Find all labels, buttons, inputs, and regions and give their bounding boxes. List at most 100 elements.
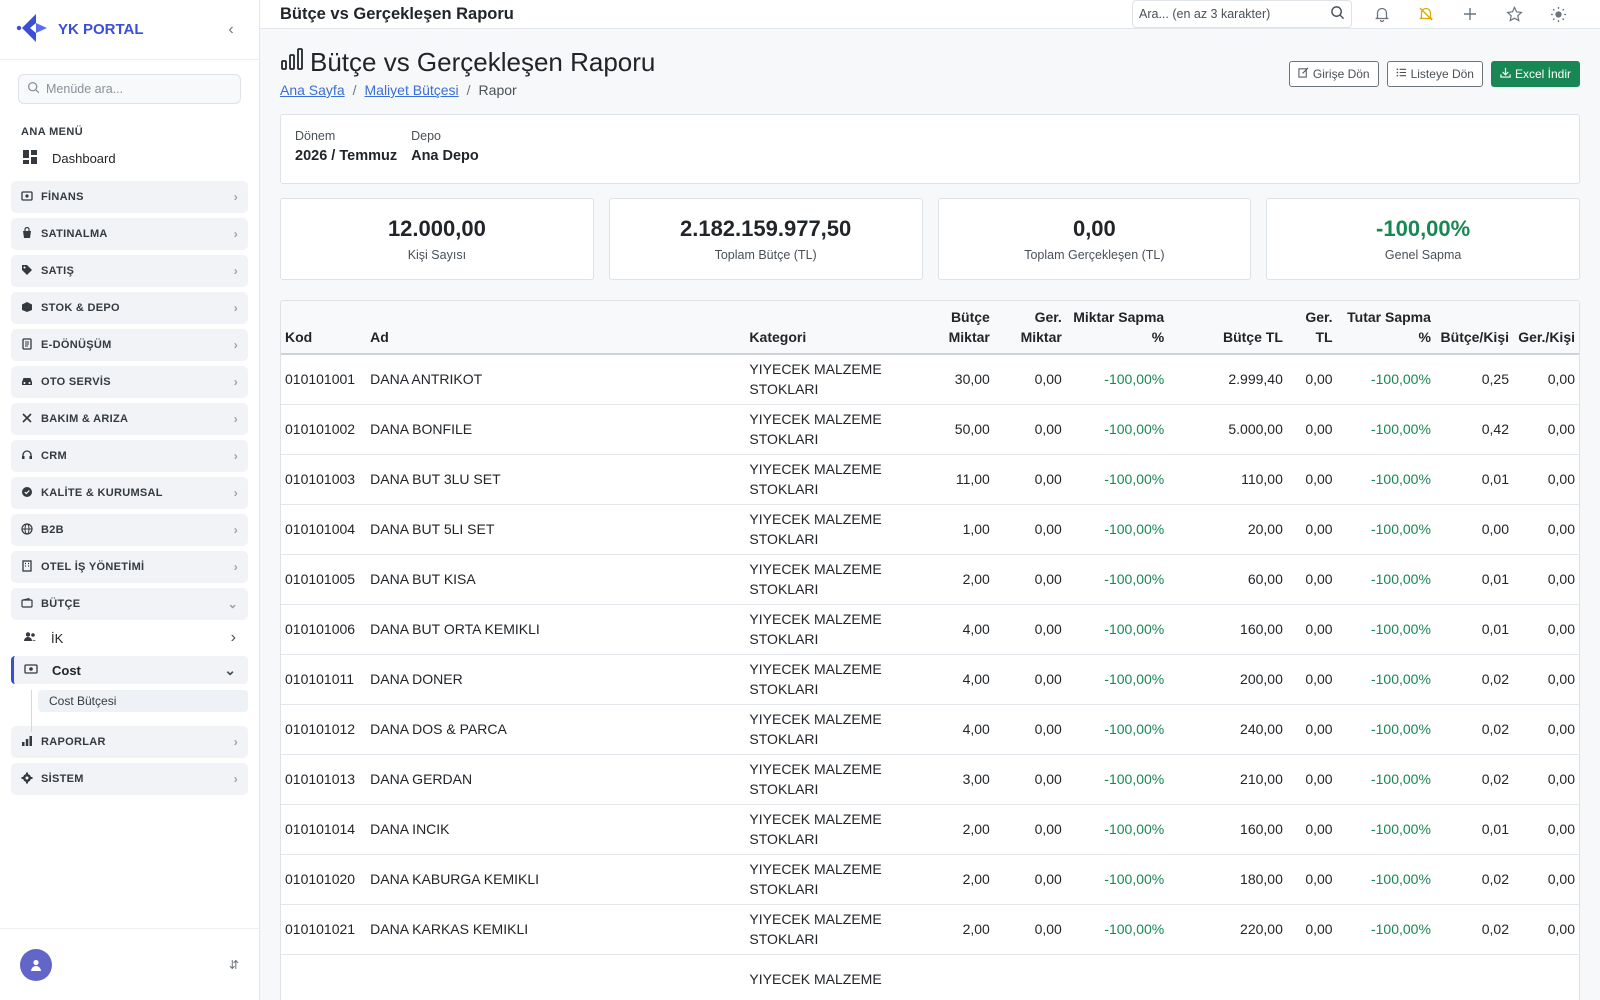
column-header-kod[interactable]: Kod [281, 301, 367, 355]
breadcrumb-current: Rapor [478, 82, 517, 98]
column-header-ger-kisi[interactable]: Ger./Kişi [1513, 301, 1579, 355]
sidebar-group-raporlar[interactable]: RAPORLAR › [11, 726, 248, 758]
sidebar-group-sistem[interactable]: SİSTEM › [11, 763, 248, 795]
cell-kategori: YIYECEK MALZEME STOKLARI [745, 804, 920, 855]
menu-search-input[interactable] [46, 82, 226, 96]
cell-ger-miktar: 0,00 [993, 404, 1066, 455]
cell-butce-tl: 200,00 [1168, 654, 1287, 705]
table-row[interactable]: 010101020 DANA KABURGA KEMIKLI YIYECEK MAL… [281, 854, 1579, 905]
period-filter: Dönem 2026 / Temmuz [295, 129, 397, 169]
period-value: 2026 / Temmuz [295, 148, 398, 164]
column-header-kategori[interactable]: Kategori [745, 301, 920, 355]
table-row[interactable]: 010101005 DANA BUT KISA YIYECEK MALZEME STO… [281, 554, 1579, 605]
sidebar-group-b2b[interactable]: B2B › [11, 514, 248, 546]
table-row[interactable]: 010101014 DANA INCIK YIYECEK MALZEME STOKLA… [281, 804, 1579, 855]
table-row[interactable]: 010101012 DANA DOS & PARCA YIYECEK MALZEME… [281, 704, 1579, 755]
sidebar-group-satinalma[interactable]: SATINALMA › [11, 218, 248, 250]
report-table: Kod Ad Kategori Bütçe Miktar Ger. Miktar M… [281, 301, 1579, 1000]
back-list-button[interactable]: Listeye Dön [1386, 61, 1483, 87]
excel-download-button[interactable]: Excel İndir [1490, 61, 1580, 87]
global-search-input[interactable] [1139, 7, 1330, 21]
column-header-ger-miktar[interactable]: Ger. Miktar [993, 301, 1066, 355]
table-row[interactable]: 010101002 DANA BONFILE YIYECEK MALZEME STOK… [281, 404, 1579, 455]
search-icon[interactable] [1330, 5, 1345, 23]
breadcrumb-home-link[interactable]: Ana Sayfa [280, 82, 345, 98]
sidebar-group-otel-is-yonetimi[interactable]: OTEL İŞ YÖNETİMİ › [11, 551, 248, 583]
cell-ger-tl: 0,00 [1286, 554, 1337, 605]
sidebar-group-crm[interactable]: CRM › [11, 440, 248, 472]
column-header-butce-kisi[interactable]: Bütçe/Kişi [1434, 301, 1513, 355]
sidebar-item-cost-butcesi[interactable]: Cost Bütçesi [38, 690, 248, 712]
table-row[interactable]: 010101011 DANA DONER YIYECEK MALZEME STOKLA… [281, 654, 1579, 705]
table-row[interactable]: 010101013 DANA GERDAN YIYECEK MALZEME STOKL… [281, 754, 1579, 805]
cell-tutar-sapma: -100,00% [1336, 554, 1435, 605]
chevron-right-icon: › [233, 338, 238, 352]
cell-butce-miktar: 2,00 [919, 904, 994, 955]
cell-ad: DANA BONFILE [366, 404, 746, 455]
cell-ger-tl: 0,00 [1286, 854, 1337, 905]
star-icon[interactable] [1492, 5, 1536, 23]
table-row[interactable]: 010101003 DANA BUT 3LU SET YIYECEK MALZEME… [281, 454, 1579, 505]
sidebar-item-ik[interactable]: İK › [11, 624, 248, 652]
avatar[interactable] [20, 948, 52, 981]
sidebar-group-satis[interactable]: SATIŞ › [11, 255, 248, 287]
sidebar-item-cost[interactable]: Cost ⌄ [11, 656, 248, 684]
column-header-butce-tl[interactable]: Bütçe TL [1168, 301, 1287, 355]
cell-kod: 010101020 [281, 854, 367, 905]
sidebar-group-oto-servis[interactable]: OTO SERVİS › [11, 366, 248, 398]
sidebar-group-bakim-ariza[interactable]: BAKIM & ARIZA › [11, 403, 248, 435]
cell-butce-miktar: 2,00 [919, 854, 994, 905]
plus-icon[interactable] [1448, 7, 1492, 21]
menu-search[interactable] [18, 74, 241, 104]
collapse-sidebar-icon[interactable]: ‹ [228, 20, 234, 38]
users-icon [23, 631, 37, 646]
column-header-butce-miktar[interactable]: Bütçe Miktar [919, 301, 994, 355]
sidebar-group-kalite-kurumsal[interactable]: KALİTE & KURUMSAL › [11, 477, 248, 509]
cell-miktar-sapma: -100,00% [1065, 504, 1169, 555]
sun-icon[interactable] [1536, 6, 1580, 23]
sidebar-group-butce[interactable]: BÜTÇE ⌄ [11, 588, 248, 620]
table-row[interactable]: 010101001 DANA ANTRIKOT YIYECEK MALZEME STO… [281, 354, 1579, 405]
cell-butce-miktar: 4,00 [919, 704, 994, 755]
filter-summary: Dönem 2026 / Temmuz Depo Ana Depo [280, 114, 1580, 184]
depot-filter: Depo Ana Depo [411, 129, 479, 169]
bell-off-icon[interactable] [1404, 6, 1448, 22]
column-header-ger-tl[interactable]: Ger. TL [1286, 301, 1337, 355]
table-row[interactable]: 010101006 DANA BUT ORTA KEMIKLI YIYECEK MA… [281, 604, 1579, 655]
back-home-button[interactable]: Girişe Dön [1288, 61, 1379, 87]
menu-heading: ANA MENÜ [21, 126, 84, 138]
cell-ad: DANA BUT KISA [366, 554, 746, 605]
sidebar-group-finans[interactable]: FİNANS › [11, 181, 248, 213]
page-actions: Girişe Dön Listeye Dön Excel İndir [1288, 61, 1580, 87]
column-header-tutar-sapma[interactable]: Tutar Sapma% [1336, 301, 1435, 355]
expand-collapse-icon[interactable]: ⇵ [228, 957, 239, 972]
cell-kategori: YIYECEK MALZEME STOKLARI [745, 904, 920, 955]
sidebar-group-e-donusum[interactable]: E-DÖNÜŞÜM › [11, 329, 248, 361]
table-row[interactable]: YIYECEK MALZEME [281, 954, 1579, 1000]
column-header-miktar-sapma[interactable]: Miktar Sapma% [1065, 301, 1169, 355]
cell-butce-tl: 110,00 [1168, 454, 1287, 505]
cell-ger-miktar: 0,00 [993, 754, 1066, 805]
cell-ad: DANA GERDAN [366, 754, 746, 805]
stat-value: 0,00 [1072, 216, 1116, 241]
sidebar-group-stok-depo[interactable]: STOK & DEPO › [11, 292, 248, 324]
cell-ger-kisi: 0,00 [1513, 754, 1579, 805]
bell-icon[interactable] [1360, 6, 1404, 22]
chevron-right-icon: › [233, 227, 238, 241]
column-header-ad[interactable]: Ad [366, 301, 746, 355]
global-search[interactable] [1132, 0, 1352, 28]
chevron-right-icon: › [233, 523, 238, 537]
table-row[interactable]: 010101021 DANA KARKAS KEMIKLI YIYECEK MALZ… [281, 904, 1579, 955]
table-row[interactable]: 010101004 DANA BUT 5LI SET YIYECEK MALZEME… [281, 504, 1579, 555]
cell-butce-kisi: 0,02 [1434, 704, 1513, 755]
building-icon [21, 559, 33, 575]
cell-kategori: YIYECEK MALZEME STOKLARI [745, 604, 920, 655]
cell-ger-tl: 0,00 [1286, 804, 1337, 855]
sidebar-item-dashboard[interactable]: Dashboard [22, 144, 259, 172]
depot-label: Depo [411, 129, 441, 143]
cell-miktar-sapma: -100,00% [1065, 854, 1169, 905]
cell-butce-miktar [919, 954, 994, 1000]
brand-name[interactable]: YK PORTAL [58, 21, 144, 38]
sidebar-group-label: STOK & DEPO [41, 302, 120, 314]
breadcrumb-parent-link[interactable]: Maliyet Bütçesi [364, 82, 459, 98]
